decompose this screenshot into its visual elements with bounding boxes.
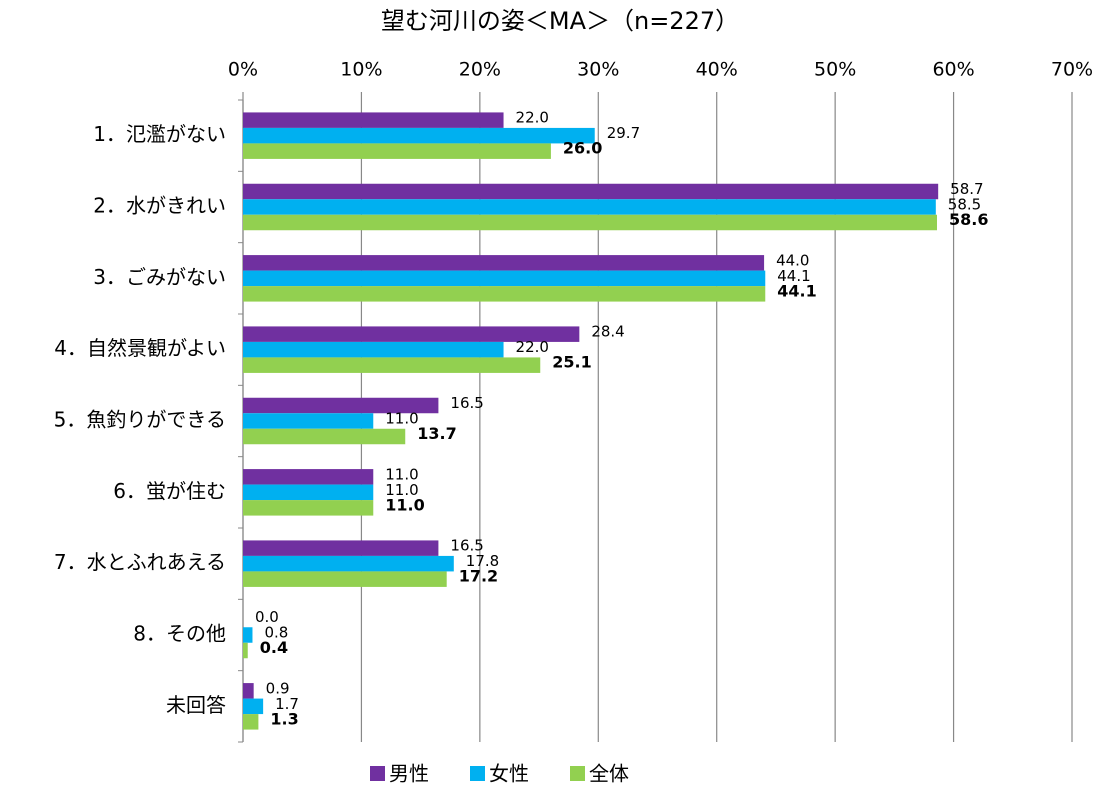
bar: [243, 714, 259, 730]
x-tick-label: 30%: [577, 59, 619, 81]
bar: [243, 484, 374, 501]
x-tick-label: 40%: [696, 59, 738, 81]
x-tick-label: 20%: [459, 59, 501, 81]
bar: [243, 698, 264, 715]
data-label: 11.0: [385, 465, 418, 483]
bar: [243, 183, 939, 200]
data-label: 0.4: [260, 638, 288, 657]
x-tick-label: 70%: [1051, 59, 1093, 81]
bar: [243, 500, 374, 516]
data-label: 58.7: [950, 180, 983, 198]
data-label: 22.0: [516, 109, 549, 127]
bar: [243, 397, 439, 414]
category-label: 7．水とふれあえる: [54, 550, 226, 574]
category-label: 6．蛍が住む: [113, 479, 226, 503]
bar: [243, 341, 504, 358]
category-label: 2．水がきれい: [93, 194, 226, 218]
legend-swatch: [370, 766, 385, 781]
x-tick-label: 10%: [340, 59, 382, 81]
data-label: 16.5: [450, 394, 483, 412]
legend-label: 全体: [589, 762, 629, 786]
data-label: 1.7: [275, 695, 299, 713]
bar: [243, 571, 447, 587]
data-label: 29.7: [607, 124, 640, 142]
data-label: 44.0: [776, 251, 809, 269]
bar: [243, 357, 541, 373]
data-label: 17.8: [466, 552, 499, 570]
data-label: 11.0: [385, 495, 424, 514]
data-label: 25.1: [552, 353, 591, 372]
bar: [243, 627, 253, 643]
bar: [243, 127, 595, 144]
data-label: 16.5: [450, 537, 483, 555]
legend-label: 女性: [489, 762, 529, 786]
data-label: 44.1: [777, 267, 810, 285]
data-label: 11.0: [385, 410, 418, 428]
category-label: 1．氾濫がない: [93, 122, 226, 146]
data-label: 0.9: [266, 679, 290, 697]
data-label: 44.1: [777, 281, 816, 300]
bar: [243, 469, 374, 485]
data-label: 13.7: [417, 424, 456, 443]
bar: [243, 112, 504, 128]
x-tick-label: 50%: [814, 59, 856, 81]
data-label: 0.8: [264, 624, 288, 642]
bar: [243, 286, 766, 302]
data-label: 28.4: [591, 323, 624, 341]
data-label: 0.0: [255, 608, 279, 626]
chart-title: 望む河川の姿＜MA＞（n=227）: [381, 7, 739, 35]
bar: [243, 255, 765, 271]
category-label: 未回答: [166, 693, 226, 717]
data-label: 22.0: [516, 338, 549, 356]
legend-swatch: [570, 766, 585, 781]
data-label: 1.3: [270, 709, 298, 728]
bar: [243, 326, 580, 342]
bar: [243, 270, 766, 287]
bar: [243, 214, 937, 231]
legend-label: 男性: [389, 762, 429, 786]
category-label: 4．自然景観がよい: [54, 336, 226, 360]
bar: [243, 199, 936, 215]
x-tick-label: 0%: [228, 59, 258, 81]
bar: [243, 642, 248, 659]
bar: [243, 428, 406, 445]
x-tick-label: 60%: [932, 59, 974, 81]
data-label: 17.2: [459, 567, 498, 586]
category-label: 3．ごみがない: [93, 265, 226, 289]
legend-swatch: [470, 766, 485, 781]
data-label: 26.0: [563, 139, 602, 158]
bar: [243, 540, 439, 556]
bar: [243, 413, 374, 429]
data-label: 58.5: [948, 196, 981, 214]
bar: [243, 143, 551, 159]
bar: [243, 683, 254, 699]
bar: [243, 555, 454, 572]
data-label: 58.6: [949, 210, 988, 229]
category-label: 5．魚釣りができる: [54, 408, 226, 432]
category-label: 8．その他: [133, 622, 226, 646]
data-label: 11.0: [385, 481, 418, 499]
